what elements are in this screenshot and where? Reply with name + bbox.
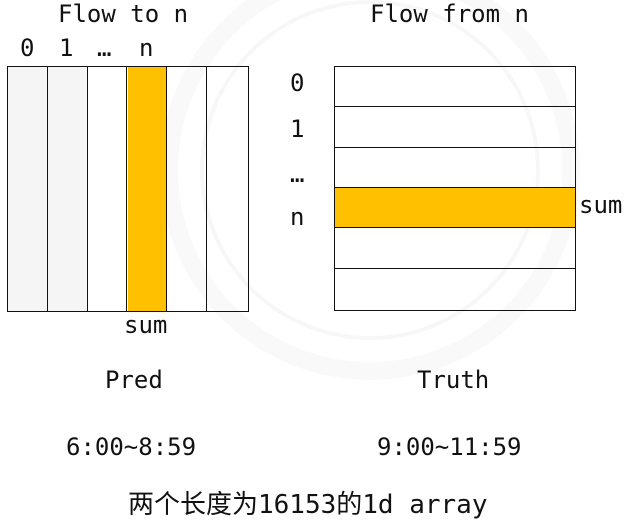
truth-row-grid [334,66,576,311]
truth-sum-label: sum [579,191,623,219]
pred-title: Flow to n [58,0,189,28]
pred-tick-n: n [139,34,154,62]
pred-column [167,67,208,311]
pred-column-grid [7,66,249,312]
pred-column [88,67,128,311]
truth-tick-n: n [290,203,305,231]
truth-tick-0: 0 [290,69,305,97]
truth-row-highlight [335,188,575,229]
truth-name: Truth [417,366,490,394]
truth-row [335,67,575,108]
truth-row [335,269,575,309]
pred-name: Pred [105,366,163,394]
pred-time-range: 6:00~8:59 [66,433,197,461]
truth-time-range: 9:00~11:59 [377,433,522,461]
pred-tick-ellipsis: … [97,34,112,62]
pred-tick-0: 0 [20,34,35,62]
pred-column [47,67,88,311]
truth-tick-1: 1 [290,115,305,143]
pred-tick-1: 1 [59,34,74,62]
pred-column [8,67,48,311]
truth-row [335,228,575,269]
caption: 两个长度为16153的1d array [128,490,488,520]
pred-column-highlight [127,67,168,311]
pred-sum-label: sum [124,311,168,339]
truth-row [335,148,575,188]
truth-title: Flow from n [370,0,529,28]
truth-tick-ellipsis: … [290,160,305,188]
truth-row [335,107,575,148]
pred-column [207,67,247,311]
